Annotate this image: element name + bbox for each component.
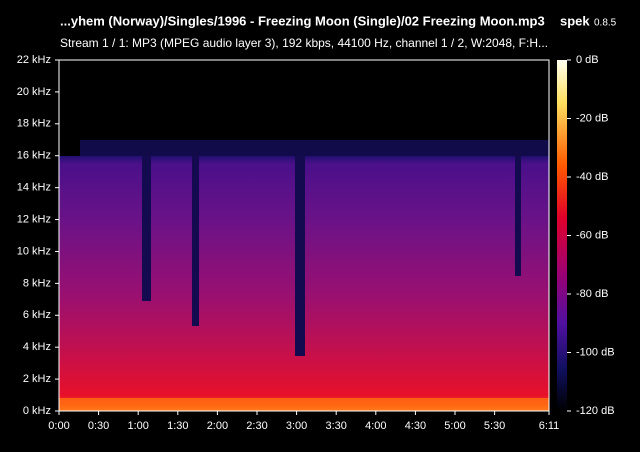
y-tick-label: 20 kHz: [17, 86, 51, 98]
silence-gaps: [142, 156, 521, 356]
gap: [295, 156, 305, 356]
x-tick-label: 5:00: [444, 420, 465, 432]
color-tick-label: -20 dB: [576, 112, 608, 124]
x-tick-label: 6:11: [539, 420, 560, 432]
app-name: spek: [560, 13, 590, 28]
file-title: ...yhem (Norway)/Singles/1996 - Freezing…: [60, 13, 545, 28]
y-tick-label: 8 kHz: [23, 277, 51, 289]
color-tick-label: -80 dB: [576, 288, 608, 300]
x-tick-label: 5:30: [484, 420, 505, 432]
gap: [515, 156, 521, 276]
x-tick-label: 2:00: [207, 420, 228, 432]
gap: [192, 156, 199, 326]
y-tick-label: 16 kHz: [17, 150, 51, 162]
x-tick-label: 1:00: [127, 420, 148, 432]
color-bar: [557, 60, 567, 411]
y-tick-label: 22 kHz: [17, 54, 51, 66]
stream-info: Stream 1 / 1: MP3 (MPEG audio layer 3), …: [60, 36, 548, 50]
color-tick-label: 0 dB: [576, 54, 599, 66]
color-tick-label: -60 dB: [576, 229, 608, 241]
y-tick-label: 14 kHz: [17, 182, 51, 194]
color-tick-label: -100 dB: [576, 346, 615, 358]
gap: [142, 156, 151, 301]
y-tick-label: 12 kHz: [17, 213, 51, 225]
x-tick-label: 4:30: [405, 420, 426, 432]
y-tick-label: 6 kHz: [23, 309, 51, 321]
x-tick-label: 2:30: [246, 420, 267, 432]
color-tick-label: -120 dB: [576, 405, 615, 417]
spectrogram-fringe: [80, 140, 549, 158]
x-tick-label: 0:00: [48, 420, 69, 432]
low-band: [59, 398, 549, 411]
x-tick-label: 3:00: [286, 420, 307, 432]
y-tick-label: 10 kHz: [17, 245, 51, 257]
y-tick-label: 18 kHz: [17, 118, 51, 130]
color-tick-label: -40 dB: [576, 171, 608, 183]
y-tick-label: 2 kHz: [23, 373, 51, 385]
x-tick-label: 0:30: [88, 420, 109, 432]
x-tick-label: 3:30: [325, 420, 346, 432]
app-version: 0.8.5: [594, 18, 617, 29]
x-tick-label: 4:00: [365, 420, 386, 432]
y-tick-label: 4 kHz: [23, 341, 51, 353]
y-tick-label: 0 kHz: [23, 405, 51, 417]
x-tick-label: 1:30: [167, 420, 188, 432]
plot-frame: [58, 59, 550, 412]
